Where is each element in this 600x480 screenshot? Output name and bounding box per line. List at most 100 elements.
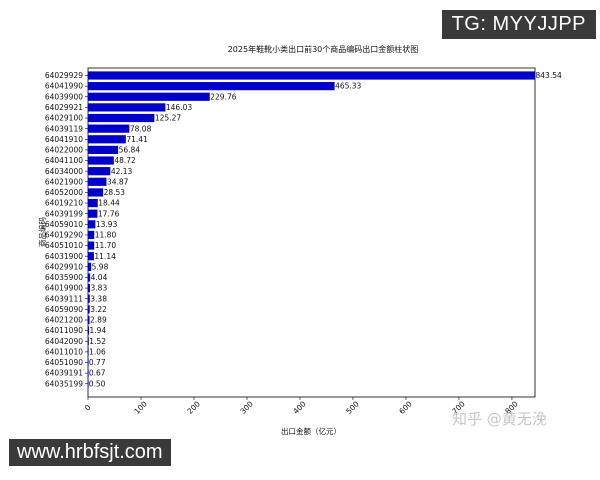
y-tick-label: 64051090 (45, 358, 83, 367)
value-label: 11.14 (94, 252, 116, 261)
y-tick-label: 64059010 (45, 220, 83, 229)
value-label: 42.13 (111, 167, 133, 176)
value-label: 3.38 (90, 294, 107, 303)
bar-64011090 (88, 326, 90, 335)
y-tick-label: 64021200 (45, 316, 83, 325)
value-label: 13.93 (96, 220, 118, 229)
value-label: 34.87 (107, 177, 129, 186)
value-label: 1.52 (89, 337, 106, 346)
value-label: 2.89 (90, 316, 107, 325)
value-label: 229.76 (210, 92, 236, 101)
y-tick-label: 64039199 (45, 209, 83, 218)
y-tick-label: 64011090 (45, 326, 83, 335)
y-tick-label: 64021900 (45, 177, 83, 186)
bar-64021200 (88, 315, 90, 325)
bar-64019210 (88, 198, 98, 208)
y-tick-label: 64029921 (45, 103, 83, 112)
x-tick-label: 500 (344, 399, 361, 416)
y-tick-label: 64041100 (45, 156, 83, 165)
y-tick-label: 64039111 (45, 294, 83, 303)
y-tick-label: 64011010 (45, 347, 83, 356)
bar-64029910 (88, 262, 92, 271)
x-axis-label: 出口金额（亿元） (281, 426, 341, 436)
value-label: 1.06 (89, 347, 106, 356)
bar-64019900 (88, 284, 91, 293)
bar-64052000 (88, 188, 104, 197)
chart-title: 2025年鞋靴小类出口前30个商品编码出口金额柱状图 (228, 44, 419, 54)
x-tick-label: 300 (238, 399, 255, 416)
y-tick-label: 64041990 (45, 82, 83, 91)
bar-64041910 (88, 135, 126, 144)
y-tick-label: 64035900 (45, 273, 83, 282)
bar-64035199 (88, 379, 89, 388)
watermark-text: 知乎 @黄无浼 (452, 410, 547, 428)
y-tick-label: 64035199 (45, 379, 83, 388)
bar-64011010 (88, 347, 89, 356)
value-label: 0.50 (89, 379, 106, 388)
bar-64041100 (88, 156, 114, 165)
y-tick-label: 64019210 (45, 199, 83, 208)
value-label: 146.03 (166, 103, 192, 112)
value-label: 56.84 (119, 146, 141, 155)
bar-64039191 (88, 369, 89, 378)
value-label: 28.53 (104, 188, 126, 197)
x-tick-label: 200 (185, 399, 202, 416)
bar-64031900 (88, 252, 94, 261)
y-tick-label: 64041910 (45, 135, 83, 144)
y-tick-label: 64051010 (45, 241, 83, 250)
bar-64051090 (88, 358, 89, 367)
value-label: 17.76 (98, 209, 120, 218)
value-label: 0.77 (89, 358, 106, 367)
value-label: 1.94 (90, 326, 107, 335)
y-tick-label: 64022000 (45, 146, 83, 155)
x-tick-label: 600 (397, 399, 414, 416)
tg-overlay-badge: TG: MYYJJPP (441, 10, 596, 39)
bar-64039900 (88, 92, 210, 101)
x-tick-label: 0 (83, 403, 93, 413)
bar-64029929 (88, 71, 535, 80)
value-label: 843.54 (536, 71, 562, 80)
bar-64059010 (88, 220, 96, 229)
bars-layer (88, 71, 535, 388)
bar-64059090 (88, 305, 90, 314)
y-tick-label: 64059090 (45, 305, 83, 314)
bar-64042090 (88, 337, 89, 346)
value-label: 0.67 (89, 369, 106, 378)
x-tick-label: 400 (291, 399, 308, 416)
bar-64029921 (88, 103, 166, 112)
y-tick-label: 64029910 (45, 262, 83, 271)
value-label: 3.83 (91, 284, 108, 293)
bar-64035900 (88, 273, 91, 282)
y-tick-label: 64039900 (45, 92, 83, 101)
bar-64029100 (88, 113, 155, 123)
y-tick-label: 64034000 (45, 167, 83, 176)
y-tick-label: 64039191 (45, 369, 83, 378)
x-tick-label: 100 (132, 399, 149, 416)
bar-64041990 (88, 82, 335, 91)
y-tick-label: 64031900 (45, 252, 83, 261)
y-tick-label: 64029929 (45, 71, 83, 80)
y-tick-label: 64029100 (45, 114, 83, 123)
bar-64039199 (88, 209, 98, 218)
value-label: 11.80 (95, 231, 117, 240)
bar-64021900 (88, 177, 107, 186)
value-label: 4.04 (91, 273, 108, 282)
y-tick-label: 64039119 (45, 124, 83, 133)
bar-64039111 (88, 294, 90, 303)
bar-64034000 (88, 167, 111, 176)
y-axis-label: 商品编码 (37, 217, 47, 247)
value-label: 18.44 (98, 199, 120, 208)
value-label: 465.33 (335, 82, 361, 91)
bar-64039119 (88, 124, 130, 133)
value-label: 5.98 (92, 262, 109, 271)
y-tick-label: 64019290 (45, 231, 83, 240)
y-tick-label: 64019900 (45, 284, 83, 293)
bar-64022000 (88, 145, 119, 155)
value-label: 78.08 (130, 124, 152, 133)
value-label: 11.70 (95, 241, 117, 250)
url-overlay-badge: www.hrbfsjt.com (9, 439, 171, 466)
value-label: 48.72 (114, 156, 136, 165)
value-label: 125.27 (155, 114, 181, 123)
